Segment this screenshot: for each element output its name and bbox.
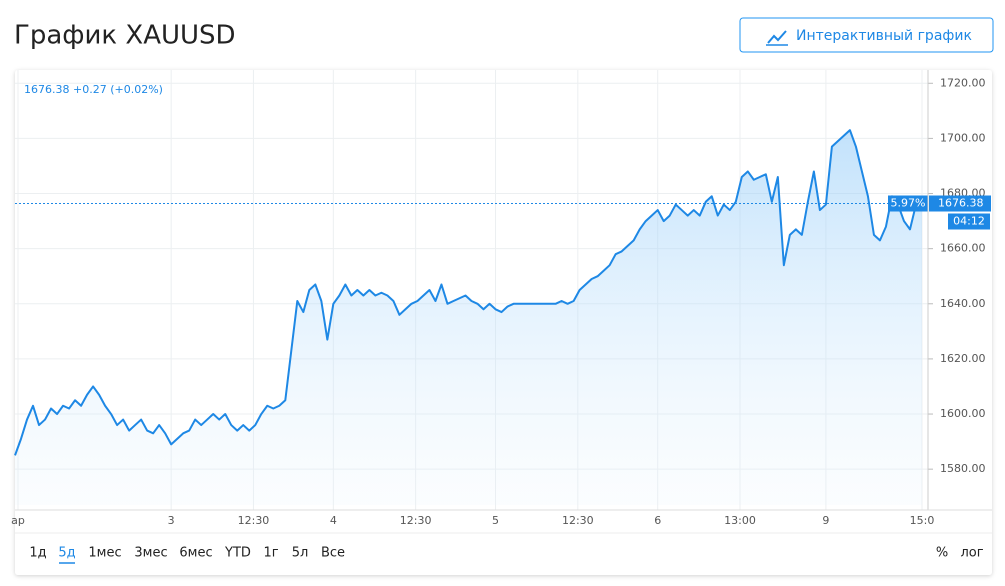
x-tick-label: 4	[330, 514, 337, 527]
x-tick-label: 9	[822, 514, 829, 527]
range-button[interactable]: 1д	[29, 546, 46, 561]
change-tag-label: 5.97%	[891, 197, 926, 210]
x-tick-label: 15:0	[910, 514, 935, 527]
range-button[interactable]: 1мес	[88, 546, 121, 561]
x-tick-label: 12:30	[238, 514, 270, 527]
change-tag	[888, 195, 928, 212]
x-tick-label: 6	[654, 514, 661, 527]
log-toggle[interactable]: лог	[960, 546, 983, 561]
line	[14, 129, 923, 456]
y-tick-label: 1660.00	[940, 242, 986, 255]
x-tick-label: 13:00	[724, 514, 756, 527]
y-tick-label: 1600.00	[940, 407, 986, 420]
range-button[interactable]: 5л	[292, 546, 309, 561]
plot: 1580.001600.001620.001640.001660.001680.…	[11, 70, 991, 527]
x-tick-label: ар	[11, 514, 25, 527]
percent-toggle[interactable]: %	[936, 546, 948, 561]
interactive-button[interactable]: Интерактивный график	[739, 17, 994, 53]
button-frame[interactable]	[739, 17, 994, 53]
range-button[interactable]: 1г	[263, 546, 278, 561]
range-button[interactable]: 3мес	[134, 546, 167, 561]
countdown-tag	[948, 213, 990, 230]
price-tag	[929, 195, 991, 212]
range-button[interactable]: 5д	[58, 546, 75, 561]
quote: 1676.38 +0.27 (+0.02%)	[24, 83, 163, 96]
button-icon[interactable]	[767, 30, 787, 44]
range-button[interactable]: 6мес	[179, 546, 212, 561]
x-tick-label: 3	[168, 514, 175, 527]
page-title: График XAUUSD	[14, 21, 236, 51]
area	[15, 130, 922, 505]
button-label[interactable]: Интерактивный график	[796, 28, 972, 44]
range-button[interactable]: Все	[321, 546, 345, 561]
y-tick-label: 1580.00	[940, 462, 986, 475]
price-tag-label: 1676.38	[938, 197, 984, 210]
y-tick-label: 1700.00	[940, 131, 986, 144]
x-tick-label: 5	[492, 514, 499, 527]
x-tick-label: 12:30	[400, 514, 432, 527]
countdown-label: 04:12	[953, 215, 985, 228]
y-tick-label: 1620.00	[940, 352, 986, 365]
range-bar: 1д 5д 1мес 3мес 6мес YTD 1г 5л Все% лог	[29, 546, 984, 564]
y-tick-label: 1720.00	[940, 76, 986, 89]
range-button[interactable]: YTD	[224, 546, 251, 561]
y-tick-label: 1640.00	[940, 297, 986, 310]
x-tick-label: 12:30	[562, 514, 594, 527]
